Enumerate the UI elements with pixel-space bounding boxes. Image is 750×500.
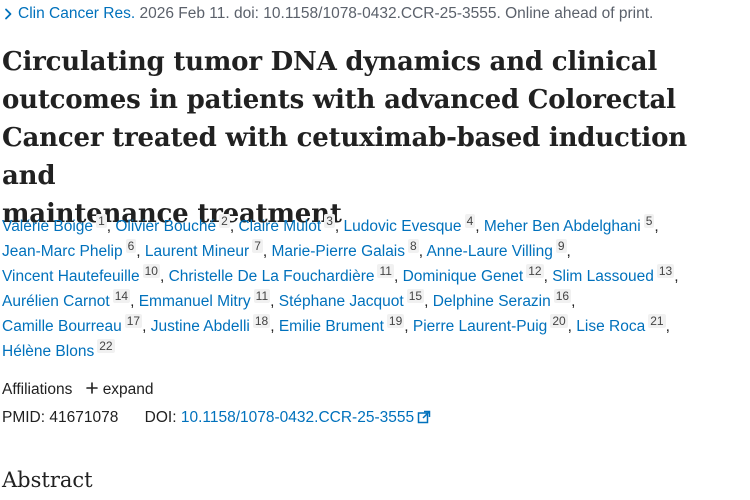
authors-line: Vincent Hautefeuille 10, Christelle De La… [2, 264, 679, 285]
affiliation-number[interactable]: 6 [125, 239, 137, 253]
author-name-link[interactable]: Aurélien Carnot [2, 293, 110, 310]
affiliation-number[interactable]: 13 [656, 264, 675, 278]
author-name-link[interactable]: Emilie Brument [278, 318, 384, 335]
authors-line: Valérie Boige 1, Olivier Bouché 2, Claire … [2, 214, 659, 235]
affiliation-number[interactable]: 3 [324, 214, 335, 228]
title-line: outcomes in patients with advanced Color… [2, 85, 676, 115]
affiliation-number[interactable]: 15 [406, 289, 425, 303]
affiliation-number[interactable]: 11 [253, 289, 271, 303]
author-name-link[interactable]: Hélène Blons [2, 343, 95, 360]
author: Emmanuel Mitry 11 [138, 289, 271, 310]
author: Aurélien Carnot 14 [2, 289, 131, 310]
author-name-link[interactable]: Claire Mulot [238, 218, 322, 235]
citation-line: Clin Cancer Res. 2026 Feb 11. doi: 10.11… [2, 3, 653, 25]
authors-line: Camille Bourreau 17, Justine Abdelli 18, E… [2, 314, 670, 335]
authors-line: Aurélien Carnot 14, Emmanuel Mitry 11, Sté… [2, 289, 576, 310]
author: Emilie Brument 19 [278, 314, 405, 335]
author-name-link[interactable]: Anne-Laure Villing [426, 243, 553, 260]
affiliation-number[interactable]: 18 [252, 314, 271, 328]
expand-affiliations-button[interactable]: expand [85, 378, 154, 402]
affiliations-row: Affiliations expand [2, 378, 154, 402]
affiliation-number[interactable]: 14 [112, 289, 131, 303]
author: Dominique Genet 12 [402, 264, 544, 285]
authors-line: Hélène Blons 22 [2, 339, 742, 364]
affiliation-number[interactable]: 20 [550, 314, 568, 328]
author-name-link[interactable]: Laurent Mineur [144, 243, 250, 260]
expand-label: expand [102, 381, 154, 398]
author: Lise Roca 21 [576, 314, 666, 335]
author-name-link[interactable]: Lise Roca [576, 318, 646, 335]
affiliation-number[interactable]: 22 [97, 339, 115, 353]
author-name-link[interactable]: Delphine Serazin [432, 293, 551, 310]
author: Jean-Marc Phelip 6 [2, 239, 137, 260]
author-name-link[interactable]: Pierre Laurent-Puig [412, 318, 548, 335]
author-name-link[interactable]: Jean-Marc Phelip [2, 243, 123, 260]
author: Claire Mulot 3 [238, 214, 335, 235]
doi-label: DOI: [144, 409, 177, 426]
author: Slim Lassoued 13 [552, 264, 675, 285]
author: Vincent Hautefeuille 10 [2, 264, 160, 285]
author: Marie-Pierre Galais 8 [271, 239, 419, 260]
author: Ludovic Evesque 4 [343, 214, 476, 235]
chevron-right-icon[interactable] [2, 3, 18, 25]
author-name-link[interactable]: Dominique Genet [402, 268, 524, 285]
plus-icon [85, 379, 99, 394]
external-link-icon [417, 408, 431, 424]
affiliation-number[interactable]: 19 [386, 314, 405, 328]
doi-value: 10.1158/1078-0432.CCR-25-3555 [180, 409, 415, 426]
author-name-link[interactable]: Emmanuel Mitry [138, 293, 251, 310]
affiliation-number[interactable]: 11 [377, 264, 394, 278]
author: Camille Bourreau 17 [2, 314, 143, 335]
affiliation-number[interactable]: 12 [526, 264, 544, 278]
doi-link[interactable]: 10.1158/1078-0432.CCR-25-3555 [181, 409, 431, 426]
author: Delphine Serazin 16 [432, 289, 572, 310]
affiliation-number[interactable]: 7 [252, 239, 263, 253]
journal-link[interactable]: Clin Cancer Res. [18, 5, 136, 22]
author-name-link[interactable]: Marie-Pierre Galais [271, 243, 406, 260]
identifiers-row: PMID: 41671078 DOI: 10.1158/1078-0432.CC… [2, 406, 431, 430]
author-name-link[interactable]: Justine Abdelli [150, 318, 250, 335]
author: Anne-Laure Villing 9 [426, 239, 567, 260]
author: Meher Ben Abdelghani 5 [483, 214, 655, 235]
affiliation-number[interactable]: 8 [408, 239, 419, 253]
affiliation-number[interactable]: 2 [219, 214, 230, 228]
author-name-link[interactable]: Olivier Bouché [115, 218, 217, 235]
author-name-link[interactable]: Camille Bourreau [2, 318, 122, 335]
affiliation-number[interactable]: 9 [555, 239, 567, 253]
affiliation-number[interactable]: 5 [643, 214, 655, 228]
author: Laurent Mineur 7 [144, 239, 263, 260]
abstract-heading: Abstract [2, 468, 93, 492]
affiliation-number[interactable]: 10 [142, 264, 160, 278]
author: Valérie Boige 1 [2, 214, 107, 235]
author: Justine Abdelli 18 [150, 314, 271, 335]
affiliations-label: Affiliations [2, 381, 73, 398]
author: Pierre Laurent-Puig 20 [412, 314, 568, 335]
pmid-value: 41671078 [49, 409, 119, 426]
title-line: Circulating tumor DNA dynamics and clini… [2, 47, 658, 77]
affiliation-number[interactable]: 21 [648, 314, 666, 328]
article-title: Circulating tumor DNA dynamics and clini… [2, 43, 742, 233]
author: Olivier Bouché 2 [115, 214, 230, 235]
affiliation-number[interactable]: 4 [464, 214, 476, 228]
author-name-link[interactable]: Christelle De La Fouchardière [168, 268, 375, 285]
author: Stéphane Jacquot 15 [278, 289, 425, 310]
affiliation-number[interactable]: 1 [96, 214, 107, 228]
author-name-link[interactable]: Slim Lassoued [552, 268, 654, 285]
author-name-link[interactable]: Vincent Hautefeuille [2, 268, 140, 285]
affiliation-number[interactable]: 16 [553, 289, 572, 303]
authors-line: Jean-Marc Phelip 6, Laurent Mineur 7, Mari… [2, 239, 571, 260]
author-name-link[interactable]: Meher Ben Abdelghani [483, 218, 641, 235]
citation-details: 2026 Feb 11. doi: 10.1158/1078-0432.CCR-… [135, 5, 654, 22]
affiliation-number[interactable]: 17 [124, 314, 143, 328]
author-name-link[interactable]: Ludovic Evesque [343, 218, 462, 235]
title-line: Cancer treated with cetuximab-based indu… [2, 123, 687, 191]
title-line: maintenance treatment [2, 199, 342, 229]
author: Hélène Blons 22 [2, 339, 115, 360]
pmid-label: PMID: [2, 409, 46, 426]
author: Christelle De La Fouchardière 11 [168, 264, 394, 285]
author-name-link[interactable]: Stéphane Jacquot [278, 293, 404, 310]
authors-list: Valérie Boige 1, Olivier Bouché 2, Claire … [2, 214, 742, 364]
author-name-link[interactable]: Valérie Boige [2, 218, 94, 235]
